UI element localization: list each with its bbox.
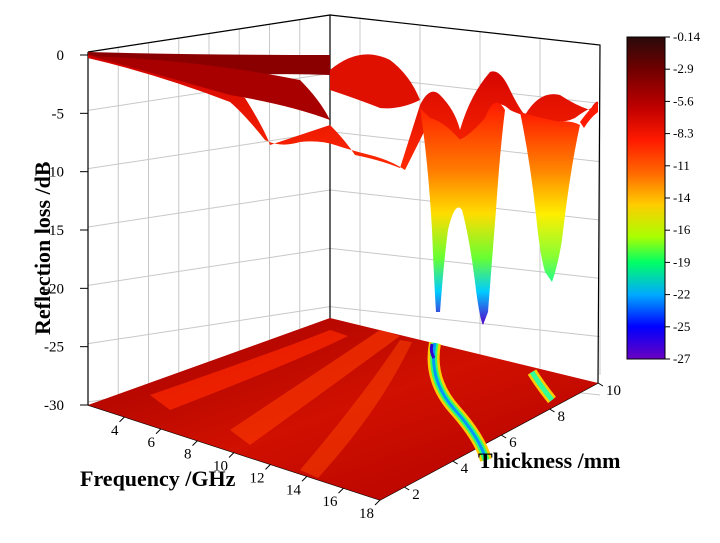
y-axis-title: Thickness /mm (478, 448, 620, 473)
rl-surface (88, 52, 598, 326)
colorbar-tick-label: -8.3 (673, 126, 694, 141)
z-tick-label: -25 (44, 340, 64, 356)
colorbar-tick-label: -5.6 (673, 93, 694, 108)
y-tick-mark (597, 382, 604, 387)
x-tick-mark (265, 464, 271, 470)
x-tick-label: 16 (323, 494, 339, 510)
colorbar: -0.14 -2.9 -5.6 -8.3 -11 -14 -16 -19 -22 -25 -27 (626, 29, 701, 366)
y-axis-ticks: 2 4 6 8 10 (403, 382, 621, 503)
x-tick-label: 18 (359, 506, 374, 522)
y-tick-mark (549, 408, 555, 413)
colorbar-tick-label: -2.9 (673, 61, 694, 76)
y-tick-mark (500, 434, 507, 439)
colorbar-tick-label: -27 (673, 351, 691, 366)
colorbar-tick-label: -25 (673, 319, 690, 334)
z-tick-label: -20 (44, 281, 64, 297)
x-tick-mark (119, 416, 125, 423)
x-tick-mark (374, 499, 381, 506)
y-tick-mark (403, 486, 410, 491)
x-tick-label: 6 (148, 435, 156, 451)
colorbar-tick-label: -0.14 (673, 29, 701, 44)
x-tick-label: 12 (250, 470, 265, 486)
z-axis-title: Reflection loss /dB (30, 161, 55, 335)
z-axis-ticks: 0 -5 -10 -15 -20 -25 -30 (44, 48, 88, 414)
colorbar-bar (626, 36, 666, 360)
z-tick-label: -15 (44, 223, 64, 239)
valley-primary (420, 102, 505, 326)
colorbar-tick-label: -16 (673, 222, 691, 237)
z-tick-label: -10 (44, 165, 64, 181)
y-tick-mark (452, 460, 458, 465)
x-axis-ticks: 4 6 8 10 12 14 16 18 (111, 416, 381, 522)
y-tick-label: 8 (558, 409, 566, 425)
colorbar-tick-label: -14 (673, 190, 691, 205)
grid-line (329, 306, 601, 338)
grid-line (329, 247, 601, 279)
colorbar-tick-label: -22 (673, 287, 690, 302)
x-tick-mark (338, 487, 344, 494)
colorbar-ticks: -0.14 -2.9 -5.6 -8.3 -11 -14 -16 -19 -22 -25 -27 (665, 29, 701, 366)
floor-projection (88, 318, 598, 500)
x-tick-mark (155, 428, 162, 435)
z-tick-label: -5 (52, 106, 65, 122)
y-tick-label: 2 (412, 487, 420, 503)
x-tick-mark (228, 452, 235, 458)
colorbar-tick-label: -11 (673, 158, 690, 173)
colorbar-tick-label: -19 (673, 254, 690, 269)
x-tick-mark (192, 440, 198, 446)
y-tick-label: 10 (606, 383, 621, 399)
x-tick-mark (301, 475, 308, 482)
x-axis-title: Frequency /GHz (80, 466, 236, 491)
y-tick-label: 6 (509, 435, 517, 451)
x-tick-label: 14 (286, 482, 302, 498)
x-tick-label: 4 (111, 423, 119, 439)
z-tick-label: 0 (57, 48, 65, 64)
x-tick-label: 10 (213, 459, 228, 475)
z-tick-label: -30 (44, 398, 64, 414)
y-tick-label: 4 (461, 461, 469, 477)
x-tick-label: 8 (184, 447, 192, 463)
valley-secondary (520, 112, 580, 282)
